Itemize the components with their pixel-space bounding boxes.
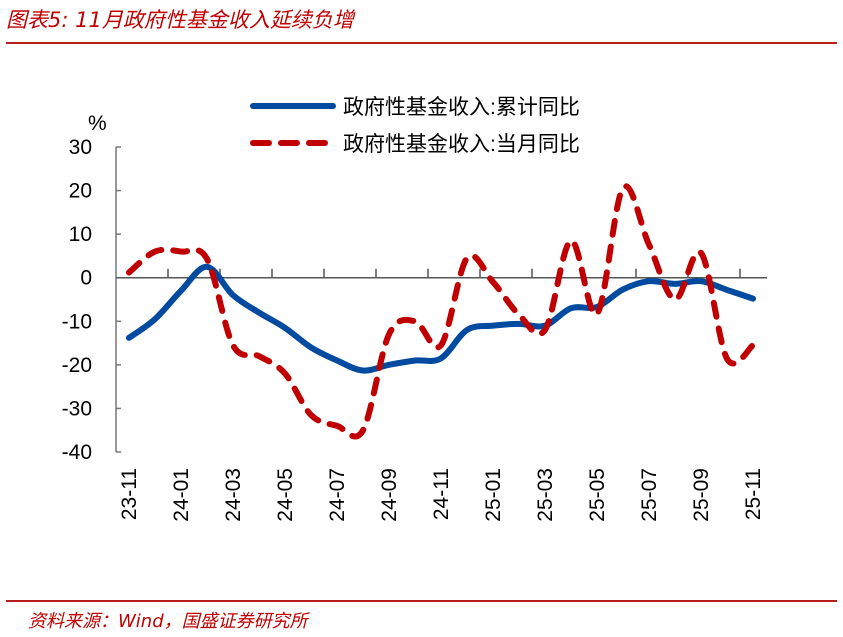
x-tick-label: 25-05 <box>586 468 609 522</box>
y-tick-label: 10 <box>69 223 92 246</box>
x-tick-label: 25-11 <box>742 468 765 520</box>
y-tick-label: 20 <box>69 180 92 203</box>
y-tick-label: 30 <box>69 136 92 159</box>
x-tick-label: 25-01 <box>482 468 505 522</box>
line-chart: 30 20 10 0 -10 -20 -30 -40% 23-11 24-01 24-03 24-05… <box>62 96 767 522</box>
y-tick-label: 0 <box>80 267 92 290</box>
x-tick-label: 24-03 <box>222 468 245 522</box>
x-tick-label: 23-11 <box>118 468 141 520</box>
source-note: 资料来源：Wind，国盛证券研究所 <box>28 611 308 632</box>
x-tick-label: 24-05 <box>274 468 297 522</box>
x-tick-label: 24-01 <box>170 468 193 522</box>
y-tick-label: -10 <box>62 310 92 333</box>
y-tick-label: -40 <box>62 441 92 464</box>
x-tick-label: 24-11 <box>430 468 453 520</box>
x-tick-label: 24-07 <box>326 468 349 522</box>
legend-label: 政府性基金收入:累计同比 <box>343 96 580 119</box>
x-tick-label: 24-09 <box>378 468 401 522</box>
series-line-monthly-yoy <box>126 183 756 440</box>
x-tick-label: 25-07 <box>638 468 661 522</box>
figure-title: 图表5: 11月政府性基金收入延续负增 <box>6 8 354 32</box>
legend-label: 政府性基金收入:当月同比 <box>343 133 580 156</box>
y-tick-label: -30 <box>62 397 92 420</box>
x-tick-label: 25-03 <box>534 468 557 522</box>
series-line-cumulative-yoy <box>126 263 756 374</box>
x-tick-label: 25-09 <box>690 468 713 522</box>
title-divider <box>6 42 837 44</box>
y-tick-label: -20 <box>62 354 92 377</box>
y-axis-unit: % <box>88 112 107 135</box>
footer-divider <box>6 600 837 602</box>
